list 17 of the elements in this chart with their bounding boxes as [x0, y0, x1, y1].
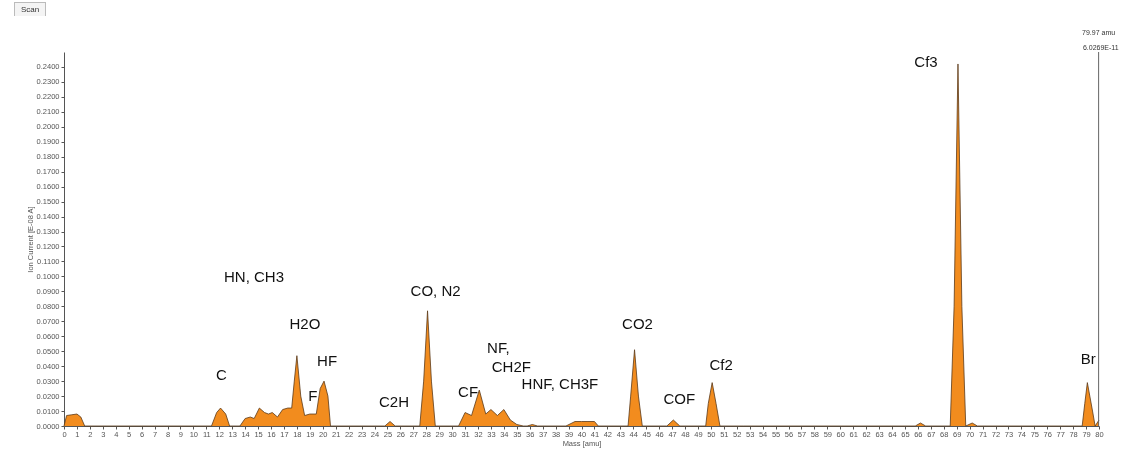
annotation: CF [458, 382, 479, 400]
annotation: COF [663, 390, 696, 408]
annotation: Cf2 [709, 355, 733, 373]
annotation: H2O [289, 314, 321, 332]
annotation: C [216, 366, 228, 384]
annotation: HNF, CH3F [521, 374, 599, 392]
annotation: CH2F [491, 358, 531, 376]
annotation: CO2 [622, 314, 653, 332]
annotation: F [308, 387, 318, 405]
annotation: Br [1080, 349, 1096, 367]
text: Scan [14, 2, 47, 16]
annotation: Cf3 [914, 52, 938, 70]
annotation: CO, N2 [410, 281, 461, 299]
annotation: C2H [379, 392, 410, 410]
annotation: HF [317, 352, 338, 370]
annotation: NF, [487, 339, 510, 357]
annotation: HN, CH3 [224, 268, 285, 285]
